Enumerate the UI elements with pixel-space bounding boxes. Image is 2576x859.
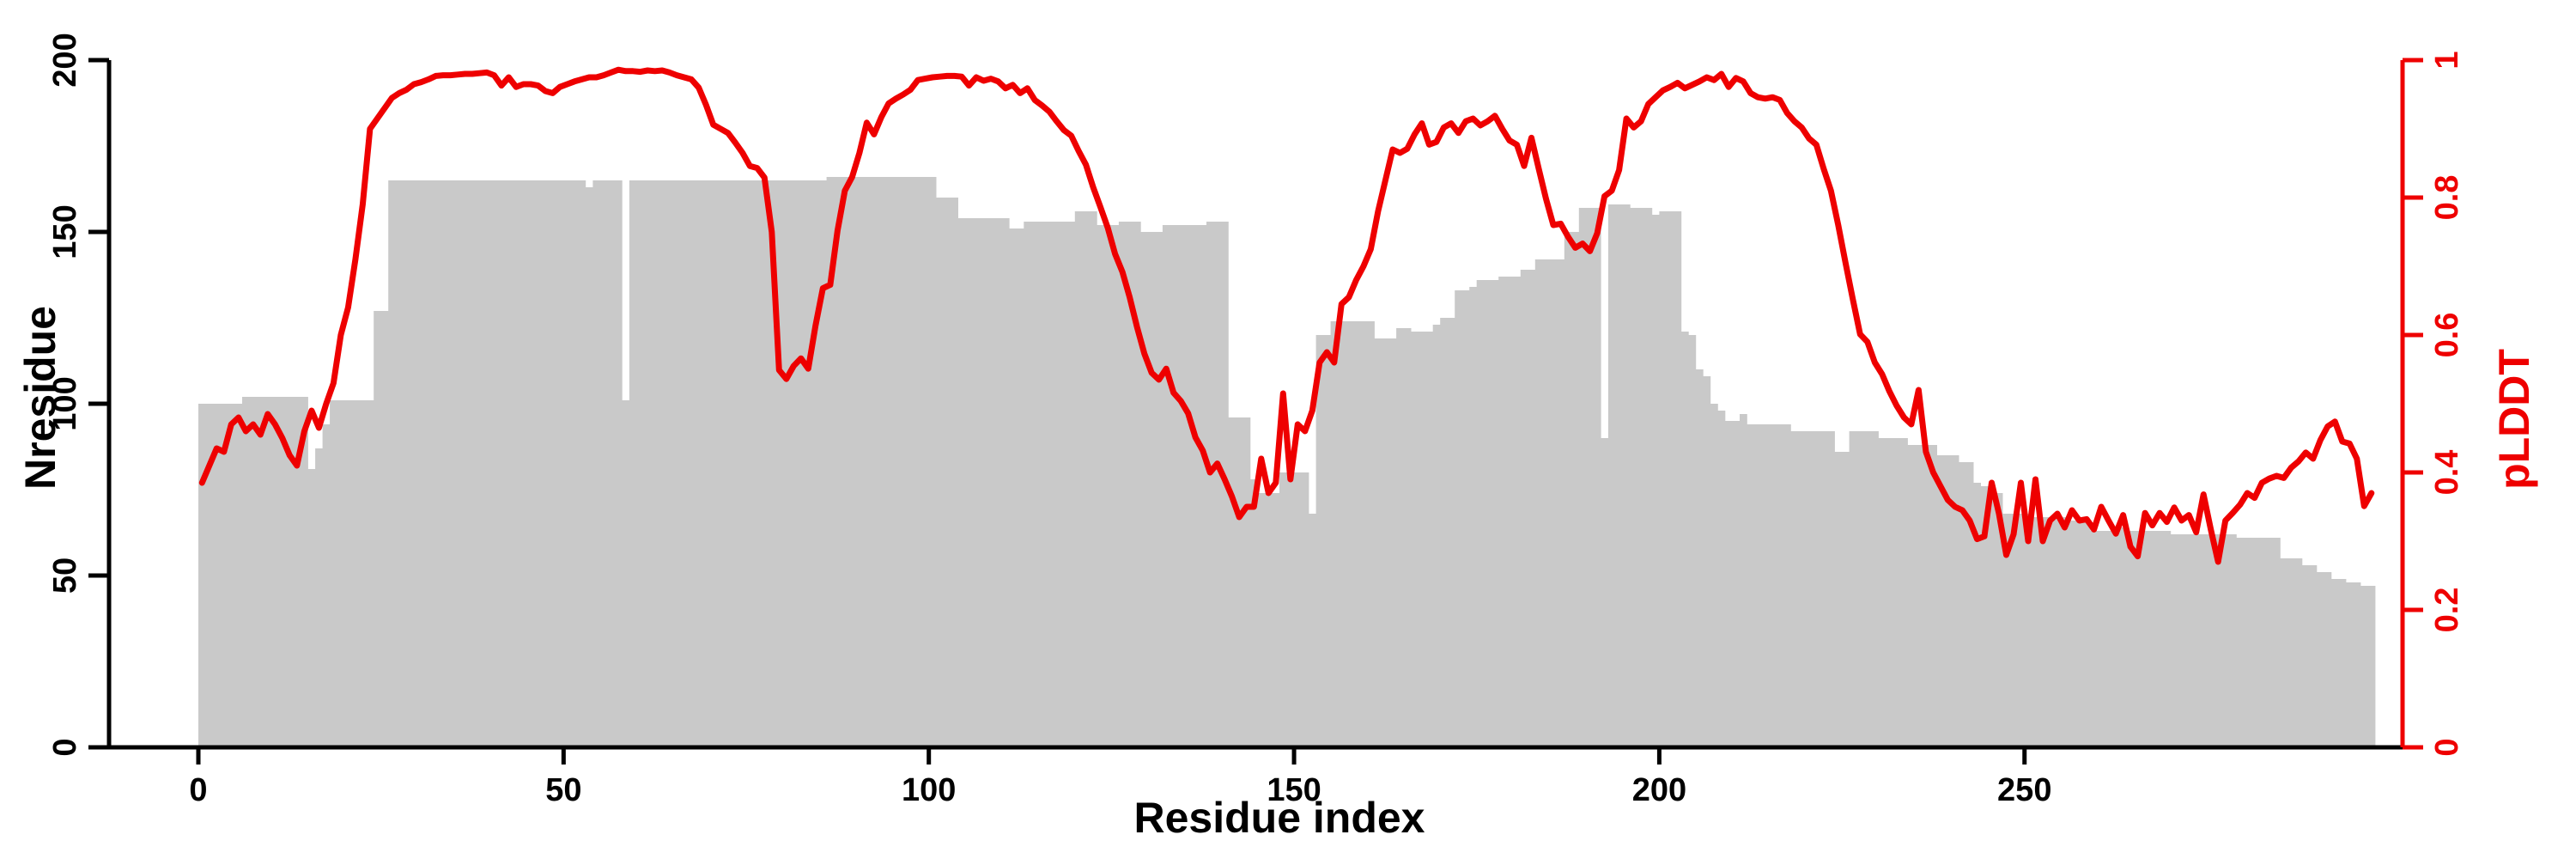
y-axis-right-tick-label: 1: [2429, 51, 2465, 69]
nresidue-bars: [198, 177, 2376, 747]
y-axis-right-tick-label: 0.8: [2429, 175, 2465, 221]
x-axis-tick-label: 150: [1267, 772, 1321, 808]
x-axis-title: Residue index: [1133, 794, 1425, 842]
y-axis-left-tick-label: 50: [47, 557, 83, 594]
y-axis-title-right: pLDDT: [2490, 349, 2538, 490]
x-axis-tick-label: 200: [1632, 772, 1686, 808]
y-axis-left-tick-label: 100: [47, 376, 83, 430]
y-axis-title-left: Nresidue: [16, 306, 64, 490]
y-axis-left-tick-label: 0: [47, 738, 83, 756]
y-axis-left-tick-label: 150: [47, 204, 83, 259]
x-axis-tick-label: 50: [545, 772, 581, 808]
y-axis-right-tick-label: 0: [2429, 738, 2465, 756]
plddt-line: [198, 66, 2375, 565]
y-axis-right-tick-label: 0.4: [2429, 450, 2465, 496]
x-axis-tick-label: 250: [1997, 772, 2051, 808]
y-axis-right-tick-label: 0.2: [2429, 588, 2465, 633]
y-axis-right-tick-label: 0.6: [2429, 313, 2465, 358]
x-axis-tick-label: 0: [189, 772, 207, 808]
x-axis-tick-label: 100: [902, 772, 956, 808]
y-axis-left-tick-label: 200: [47, 33, 83, 87]
